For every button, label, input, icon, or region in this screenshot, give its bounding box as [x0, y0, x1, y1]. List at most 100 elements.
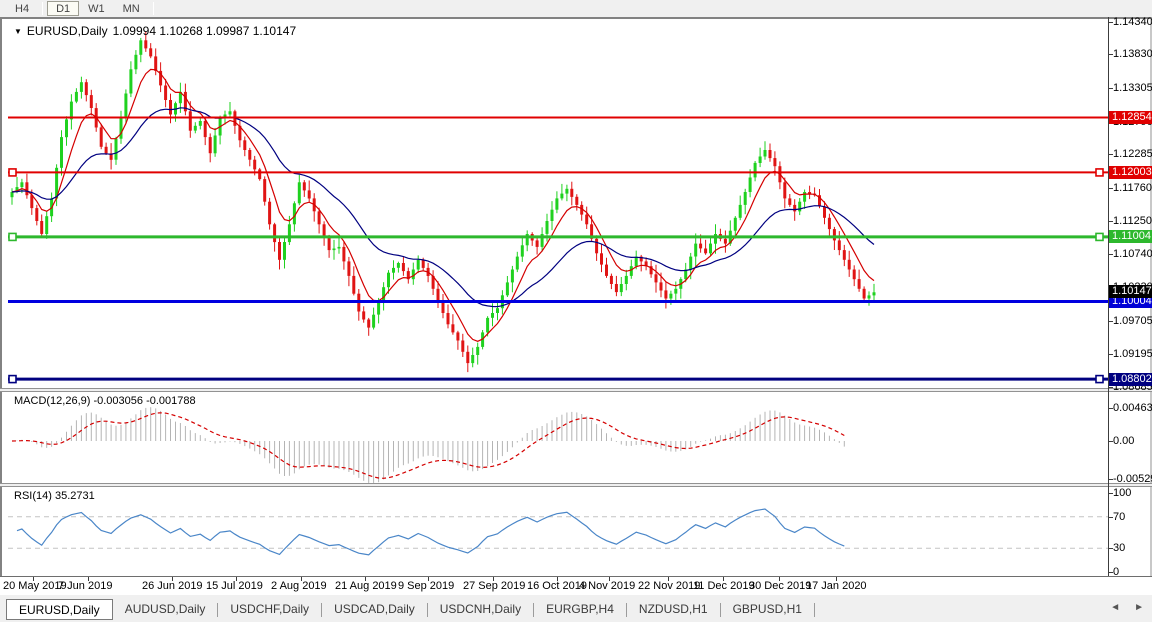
- chart-ohlc-values: 1.09994 1.10268 1.09987 1.10147: [112, 24, 297, 38]
- time-axis-label: 27 Sep 2019: [463, 580, 526, 592]
- chart-symbol-label: EURUSD,Daily: [26, 24, 108, 38]
- pane-splitter-macd[interactable]: [0, 388, 1152, 392]
- tab-scroll-left-icon[interactable]: ◄: [1110, 602, 1121, 613]
- tab-gbpusd-h1[interactable]: GBPUSD,H1: [732, 602, 802, 616]
- toolbar-separator: [42, 2, 44, 15]
- tab-separator: [719, 602, 721, 617]
- tab-usdcad-daily[interactable]: USDCAD,Daily: [334, 602, 415, 616]
- time-axis-label: 22 Nov 2019: [638, 580, 701, 592]
- price-tick-dash: [1108, 254, 1113, 255]
- tab-eurgbp-h4[interactable]: EURGBP,H4: [546, 602, 614, 616]
- price-tick-dash: [1108, 54, 1113, 55]
- tab-usdcnh-daily[interactable]: USDCNH,Daily: [439, 602, 522, 616]
- tab-separator: [217, 602, 219, 617]
- macd-indicator-canvas[interactable]: [8, 392, 1108, 483]
- price-tick: 1.12285: [1113, 148, 1152, 160]
- macd-tick-dash: [1108, 408, 1113, 409]
- price-chart-canvas[interactable]: [8, 20, 1108, 388]
- rsi-tick-dash: [1108, 493, 1113, 494]
- tab-audusd-daily[interactable]: AUDUSD,Daily: [124, 602, 206, 616]
- macd-tick-dash: [1108, 479, 1113, 480]
- price-tick-dash: [1108, 88, 1113, 89]
- rsi-tick-dash: [1108, 517, 1113, 518]
- tab-separator: [813, 602, 815, 617]
- price-line-badge: 1.08802: [1109, 373, 1152, 386]
- macd-tick: 0.00: [1113, 435, 1135, 447]
- timeframe-toolbar: H4 D1 W1 MN: [0, 0, 1152, 17]
- time-axis-label: 17 Jan 2020: [806, 580, 867, 592]
- price-line-badge: 1.11004: [1109, 230, 1152, 243]
- timeframe-button-d1[interactable]: D1: [47, 1, 80, 16]
- tab-scroll-right-icon[interactable]: ►: [1134, 602, 1144, 613]
- toolbar-separator: [152, 2, 154, 15]
- rsi-tick-dash: [1108, 572, 1113, 573]
- time-axis-label: 26 Jun 2019: [142, 580, 203, 592]
- tab-eurusd-daily[interactable]: EURUSD,Daily: [6, 599, 113, 620]
- timeframe-button-w1[interactable]: W1: [88, 3, 105, 15]
- time-axis-tick: [428, 577, 429, 581]
- time-axis-label: 7 Jun 2019: [58, 580, 113, 592]
- chart-title: ▼ EURUSD,Daily 1.09994 1.10268 1.09987 1…: [14, 24, 296, 38]
- time-axis-tick: [88, 577, 89, 581]
- time-axis-tick: [779, 577, 780, 581]
- price-tick: 1.13305: [1113, 82, 1152, 94]
- price-line-badge: 1.12854: [1109, 111, 1152, 124]
- time-axis-label: 20 May 2019: [3, 580, 67, 592]
- tab-nzdusd-h1[interactable]: NZDUSD,H1: [638, 602, 708, 616]
- macd-tick: 0.00463: [1113, 402, 1152, 414]
- price-line-badge: 1.12003: [1109, 166, 1152, 179]
- rsi-label: RSI(14) 35.2731: [14, 490, 95, 502]
- time-axis-label: 2 Aug 2019: [271, 580, 327, 592]
- time-axis-label: 9 Sep 2019: [398, 580, 455, 592]
- time-axis-label: 11 Dec 2019: [693, 580, 755, 592]
- time-axis-tick: [668, 577, 669, 581]
- price-tick: 1.13830: [1113, 48, 1152, 60]
- price-tick: 1.09705: [1113, 315, 1152, 327]
- price-tick-dash: [1108, 354, 1113, 355]
- symbol-dropdown-icon[interactable]: ▼: [14, 26, 22, 36]
- tab-separator: [321, 602, 323, 617]
- price-tick-dash: [1108, 387, 1113, 388]
- time-axis-label: 21 Aug 2019: [335, 580, 397, 592]
- price-tick-dash: [1108, 22, 1113, 23]
- time-axis-label: 16 Oct 2019: [527, 580, 587, 592]
- time-axis-tick: [557, 577, 558, 581]
- price-tick: 1.11760: [1113, 182, 1152, 194]
- rsi-tick: 30: [1113, 542, 1126, 554]
- price-axis-border: [1108, 17, 1109, 576]
- price-line-badge: 1.10004: [1109, 295, 1152, 308]
- time-axis-label: 30 Dec 2019: [749, 580, 812, 592]
- timeframe-button-mn[interactable]: MN: [122, 3, 140, 15]
- tab-separator: [426, 602, 428, 617]
- macd-tick-dash: [1108, 441, 1113, 442]
- time-axis-tick: [365, 577, 366, 581]
- time-axis-tick: [33, 577, 34, 581]
- time-axis-label: 4 Nov 2019: [579, 580, 636, 592]
- macd-tick: -0.005299: [1113, 473, 1152, 485]
- price-tick: 1.11250: [1113, 215, 1152, 227]
- price-tick: 1.14340: [1113, 16, 1152, 28]
- price-tick-dash: [1108, 154, 1113, 155]
- time-axis[interactable]: 20 May 2019 7 Jun 2019 26 Jun 2019 15 Jul 2…: [0, 576, 1152, 595]
- price-tick: 1.09195: [1113, 348, 1152, 360]
- time-axis-tick: [493, 577, 494, 581]
- tab-separator: [533, 602, 535, 617]
- rsi-tick: 0: [1113, 566, 1120, 578]
- rsi-tick: 70: [1113, 511, 1126, 523]
- price-tick-dash: [1108, 188, 1113, 189]
- tab-separator: [625, 602, 627, 617]
- timeframe-button-h4[interactable]: H4: [15, 3, 30, 15]
- time-axis-tick: [836, 577, 837, 581]
- tab-usdchf-daily[interactable]: USDCHF,Daily: [230, 602, 310, 616]
- time-axis-tick: [301, 577, 302, 581]
- price-tick-dash: [1108, 221, 1113, 222]
- time-axis-tick: [236, 577, 237, 581]
- time-axis-label: 15 Jul 2019: [206, 580, 263, 592]
- pane-splitter-rsi[interactable]: [0, 483, 1152, 487]
- rsi-tick-dash: [1108, 548, 1113, 549]
- rsi-indicator-canvas[interactable]: [8, 487, 1108, 576]
- time-axis-tick: [172, 577, 173, 581]
- time-axis-tick: [723, 577, 724, 581]
- current-price-badge: 1.10147: [1109, 285, 1152, 298]
